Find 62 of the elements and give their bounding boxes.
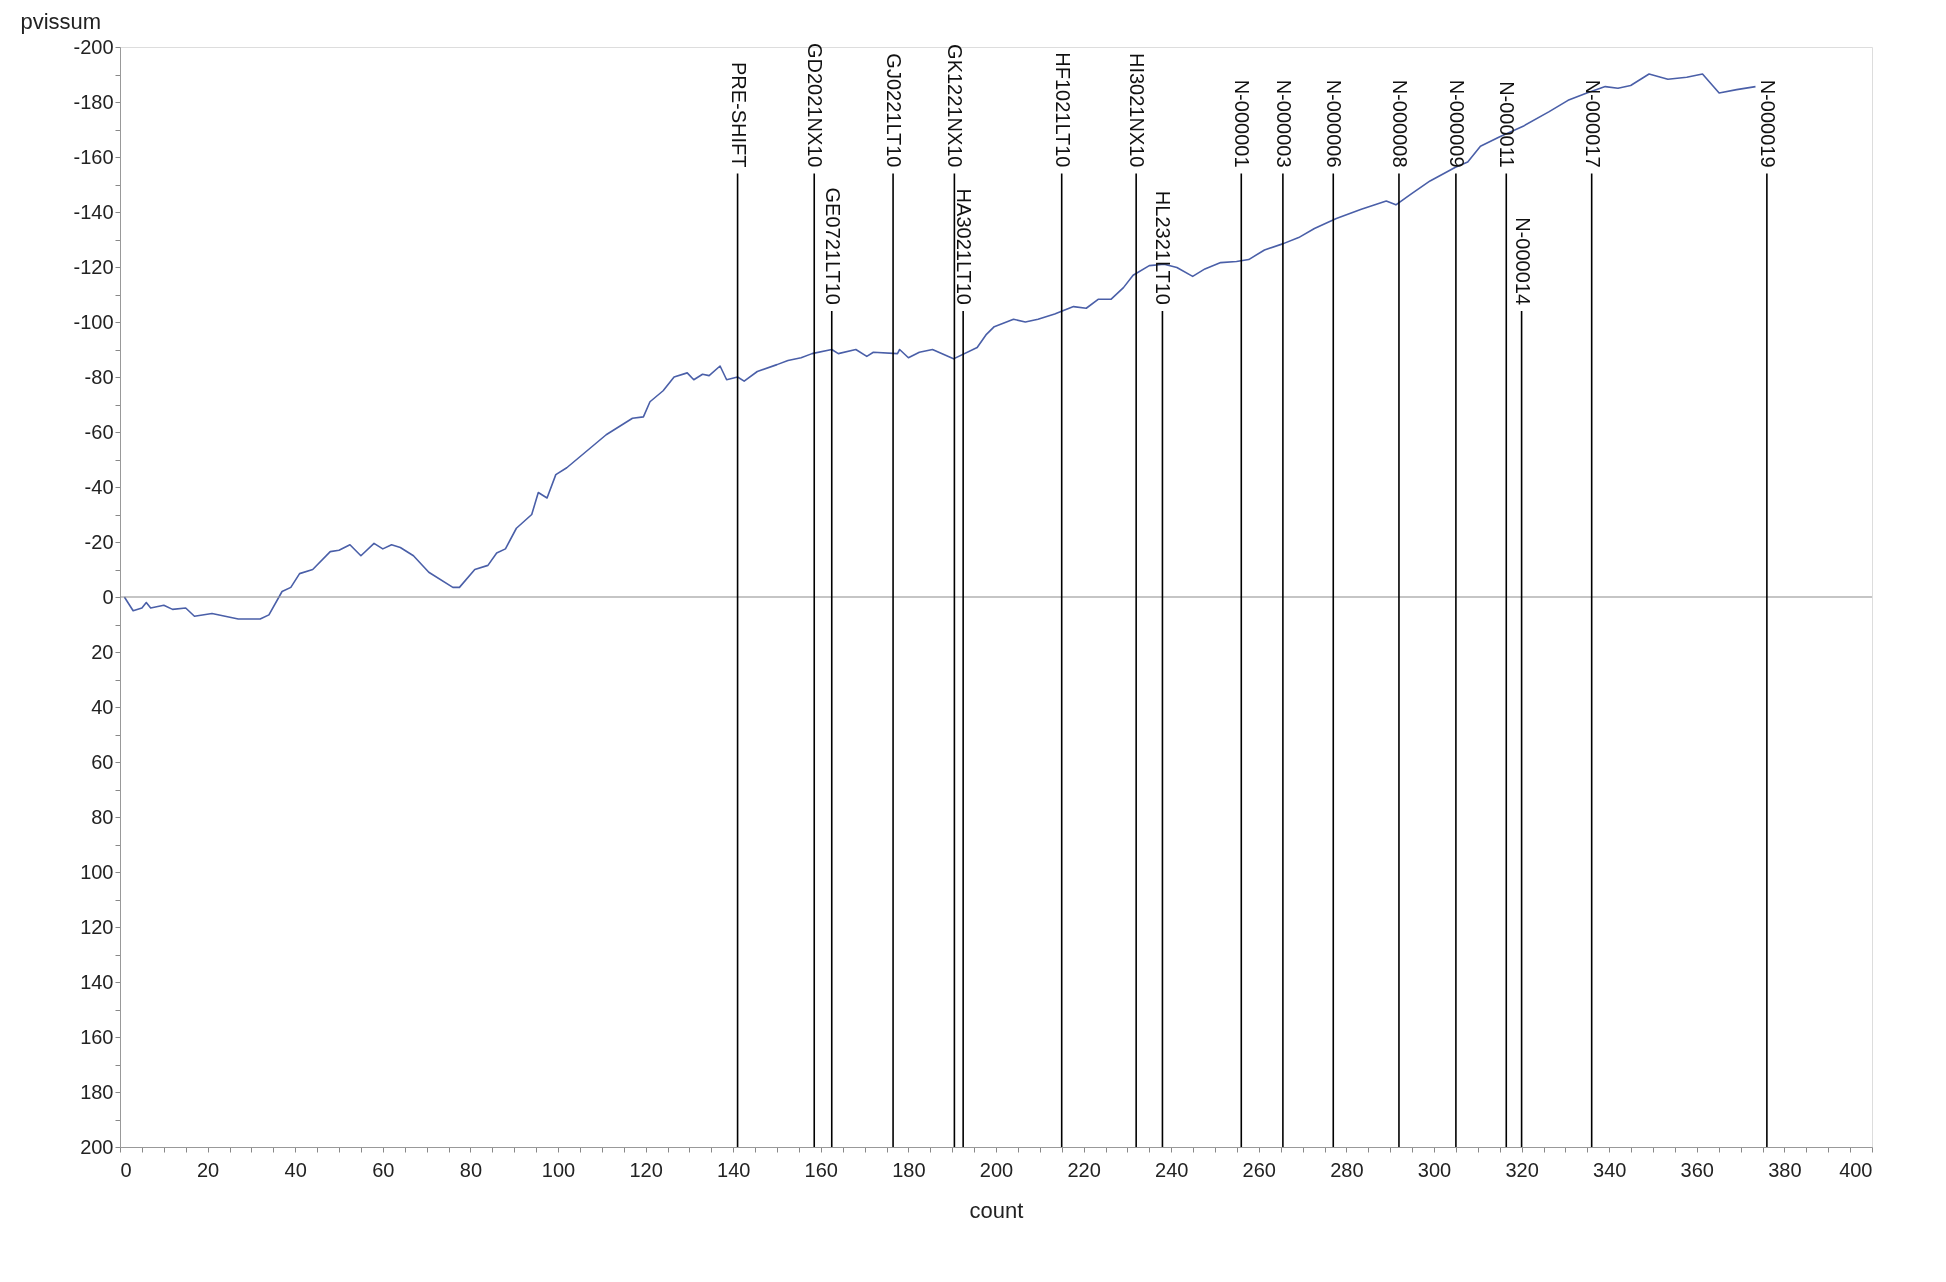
y-tick-label: -120 — [73, 255, 114, 278]
y-tick-label: 60 — [91, 750, 114, 773]
ref-line-label: HA3021LT10 — [953, 188, 976, 305]
x-tick-label: 260 — [1242, 1158, 1276, 1181]
x-tick-label: 320 — [1505, 1158, 1539, 1181]
x-tick-label: 280 — [1330, 1158, 1364, 1181]
x-tick-label: 60 — [372, 1158, 395, 1181]
x-tick-label: 160 — [804, 1158, 838, 1181]
y-tick-label: -60 — [84, 420, 114, 443]
ref-line-label: N-000019 — [1756, 79, 1779, 168]
ref-line-label: N-000011 — [1496, 81, 1519, 168]
x-tick-label: 200 — [979, 1158, 1014, 1181]
ref-line-label: N-000009 — [1445, 79, 1468, 168]
y-tick-label: -80 — [84, 365, 114, 388]
ref-line-label: N-000017 — [1581, 79, 1604, 168]
x-tick-label: 120 — [629, 1158, 663, 1181]
ref-line-label: PRE-SHIFT — [727, 61, 750, 168]
ref-line-label: HL2321LT10 — [1152, 190, 1175, 305]
x-tick-label: 300 — [1417, 1158, 1452, 1181]
x-tick-label: 180 — [892, 1158, 926, 1181]
y-tick-label: -100 — [73, 310, 114, 333]
x-tick-label: 20 — [196, 1158, 220, 1181]
y-tick-label: -140 — [73, 200, 114, 223]
y-tick-label: 0 — [102, 585, 114, 608]
y-tick-label: -20 — [84, 530, 114, 553]
x-tick-label: 240 — [1155, 1158, 1189, 1181]
ref-line-label: N-000003 — [1272, 79, 1295, 168]
y-tick-label: 180 — [80, 1080, 114, 1103]
y-tick-label: -180 — [73, 90, 114, 113]
y-tick-label: -160 — [73, 145, 114, 168]
ref-line-label: N-000006 — [1323, 79, 1346, 168]
y-tick-label: 100 — [80, 860, 114, 883]
x-tick-label: 0 — [120, 1158, 132, 1181]
y-tick-label: 20 — [91, 640, 114, 663]
y-tick-label: 80 — [91, 805, 114, 828]
x-tick-label: 80 — [459, 1158, 483, 1181]
y-axis-title: pvissum — [20, 8, 102, 34]
x-tick-label: 220 — [1067, 1158, 1101, 1181]
x-tick-label: 100 — [541, 1158, 576, 1181]
x-tick-label: 360 — [1680, 1158, 1714, 1181]
x-tick-label: 400 — [1839, 1158, 1873, 1181]
y-tick-label: 40 — [91, 695, 114, 718]
ref-line-label: HF1021LT10 — [1051, 52, 1074, 168]
ref-line-label: GD2021NX10 — [804, 42, 827, 168]
y-tick-label: 140 — [80, 970, 114, 993]
y-tick-label: 120 — [80, 915, 114, 938]
ref-line-label: GJ0221LT10 — [883, 53, 906, 168]
y-tick-label: 200 — [80, 1135, 114, 1158]
ref-line-label: N-000008 — [1388, 79, 1411, 168]
y-tick-label: 160 — [80, 1025, 114, 1048]
ref-line-label: GK1221NX10 — [944, 44, 967, 168]
x-tick-label: 40 — [284, 1158, 307, 1181]
x-tick-label: 140 — [717, 1158, 751, 1181]
x-tick-label: 380 — [1768, 1158, 1802, 1181]
ref-line-label: GE0721LT10 — [821, 187, 844, 305]
y-tick-label: -200 — [73, 35, 114, 58]
ref-line-label: N-000001 — [1231, 79, 1254, 168]
y-tick-label: -40 — [84, 475, 114, 498]
x-axis-title: count — [969, 1197, 1024, 1223]
x-tick-label: 340 — [1593, 1158, 1627, 1181]
ref-line-label: N-000014 — [1511, 217, 1534, 305]
ref-line-label: HI3021NX10 — [1126, 52, 1149, 168]
